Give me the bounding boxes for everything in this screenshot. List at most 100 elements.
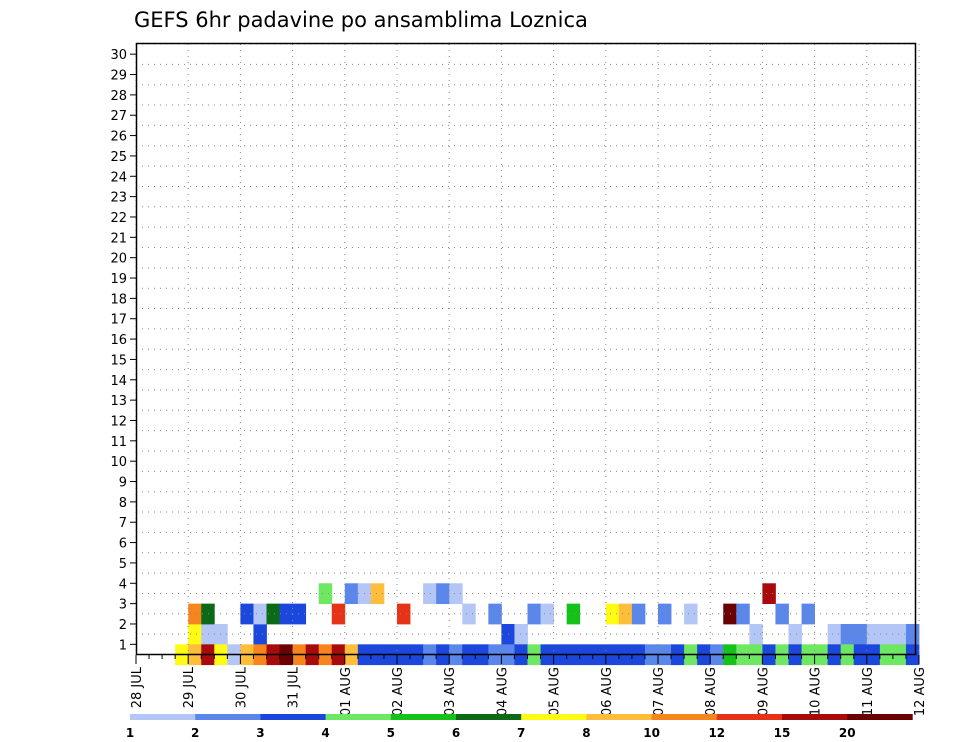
y-tick-label: 27 — [110, 109, 127, 124]
heatmap-cell — [188, 603, 202, 625]
heatmap-cell — [266, 603, 280, 625]
y-tick-label: 11 — [110, 435, 127, 450]
heatmap-cell — [827, 623, 842, 645]
x-tick-label: 10 AUG — [809, 667, 824, 716]
x-tick-label: 28 JUL — [130, 666, 145, 708]
colorbar-swatch — [195, 714, 261, 720]
y-tick-label: 1 — [119, 638, 127, 653]
colorbar-swatch — [847, 714, 913, 720]
heatmap-cell — [214, 623, 228, 645]
x-axis-ticks: 28 JUL 29 JUL 30 JUL 31 JUL 01 AUG 02 AUG 03 A… — [130, 655, 928, 716]
y-axis-ticks: 1234567891011121314151617181920212223242… — [110, 48, 136, 653]
heatmap-cell — [253, 603, 267, 625]
x-tick-label: 04 AUG — [495, 667, 510, 716]
heatmap-cell — [318, 583, 333, 605]
x-tick-label: 01 AUG — [339, 667, 354, 716]
colorbar-swatch — [325, 714, 392, 720]
colorbar-label: 15 — [774, 726, 791, 740]
colorbar-legend: 1 2 3 4 5 6 7 8 10 12 15 20 — [126, 714, 913, 740]
x-tick-label: 31 JUL — [287, 666, 302, 708]
colorbar-swatch — [130, 714, 196, 720]
heatmap-cell — [788, 623, 802, 645]
y-tick-label: 2 — [119, 618, 127, 633]
x-tick-label: 02 AUG — [391, 667, 406, 716]
heatmap-cell — [344, 583, 359, 605]
heatmap-cell — [618, 603, 633, 625]
heatmap-cell — [292, 603, 307, 625]
heatmap-cell — [514, 623, 528, 645]
y-tick-label: 30 — [110, 48, 127, 63]
colorbar-label: 12 — [708, 726, 725, 740]
heatmap-cell — [905, 623, 920, 645]
colorbar-swatch — [782, 714, 848, 720]
x-tick-label: 09 AUG — [756, 667, 771, 716]
chart-title: GEFS 6hr padavine po ansamblima Loznica — [134, 8, 588, 32]
heatmap-cell — [370, 583, 385, 605]
heatmap-cell — [736, 603, 750, 625]
y-tick-label: 15 — [110, 353, 127, 368]
heatmap-cell — [775, 603, 789, 625]
x-tick-label: 11 AUG — [861, 667, 876, 716]
x-tick-label: 07 AUG — [652, 667, 667, 716]
y-tick-label: 22 — [110, 211, 127, 226]
y-tick-label: 7 — [119, 516, 127, 531]
heatmap-cell — [631, 603, 646, 625]
colorbar-label: 1 — [126, 726, 134, 740]
heatmap-cell — [201, 603, 215, 625]
colorbar-swatch — [390, 714, 457, 720]
heatmap-cell — [488, 603, 502, 625]
y-tick-label: 17 — [110, 313, 127, 328]
heatmap-cell — [840, 623, 855, 645]
heatmap-cell — [331, 603, 346, 625]
y-tick-label: 23 — [110, 191, 127, 206]
colorbar-swatch — [260, 714, 326, 720]
colorbar-label: 5 — [387, 726, 395, 740]
y-tick-label: 25 — [110, 150, 127, 165]
colorbar-swatch — [716, 714, 783, 720]
heatmap-cell — [853, 623, 868, 645]
colorbar-swatch — [651, 714, 718, 720]
y-tick-label: 19 — [110, 272, 127, 287]
colorbar-label: 7 — [517, 726, 525, 740]
x-tick-label: 12 AUG — [913, 667, 928, 716]
heatmap-cell — [240, 603, 254, 625]
heatmap-cell — [462, 603, 476, 625]
heatmap-cell — [762, 583, 776, 605]
y-tick-label: 6 — [119, 537, 127, 552]
heatmap-cell — [449, 583, 463, 605]
y-tick-label: 18 — [110, 292, 127, 307]
colorbar-label: 4 — [321, 726, 329, 740]
heatmap-cell — [527, 603, 541, 625]
x-tick-label: 29 JUL — [182, 666, 197, 708]
y-tick-label: 4 — [119, 577, 127, 592]
y-tick-label: 8 — [119, 496, 127, 511]
y-tick-label: 5 — [119, 557, 127, 572]
y-tick-label: 13 — [110, 394, 127, 409]
heatmap-cell — [892, 623, 907, 645]
heatmap-cell — [605, 603, 620, 625]
heatmap-cell — [253, 623, 267, 645]
colorbar-label: 2 — [191, 726, 199, 740]
colorbar-label: 6 — [452, 726, 460, 740]
x-tick-label: 30 JUL — [234, 666, 249, 708]
heatmap-cell — [201, 623, 215, 645]
y-tick-label: 14 — [110, 374, 127, 389]
heatmap-cell — [866, 623, 881, 645]
heatmap-cells — [175, 583, 920, 666]
x-tick-label: 05 AUG — [548, 667, 563, 716]
plot-frame — [135, 42, 917, 656]
colorbar-swatch — [586, 714, 652, 720]
x-tick-label: 03 AUG — [443, 667, 458, 716]
y-tick-label: 16 — [110, 333, 127, 348]
y-tick-label: 10 — [110, 455, 127, 470]
colorbar-label: 3 — [256, 726, 264, 740]
y-tick-label: 28 — [110, 89, 127, 104]
y-tick-label: 3 — [119, 598, 127, 613]
heatmap-cell — [749, 623, 763, 645]
heatmap-cell — [684, 603, 698, 625]
heatmap-cell — [423, 583, 437, 605]
heatmap-cell — [566, 603, 581, 625]
colorbar-label: 8 — [582, 726, 590, 740]
x-tick-label: 08 AUG — [704, 667, 719, 716]
